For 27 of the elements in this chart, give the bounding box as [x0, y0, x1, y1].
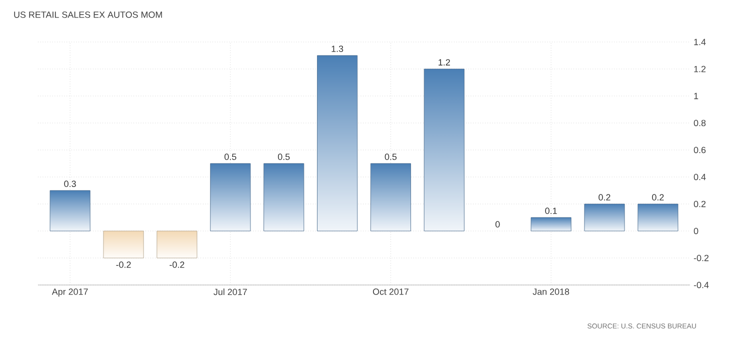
- x-tick-label: Apr 2017: [52, 288, 88, 297]
- y-tick-label: 1.4: [694, 38, 706, 46]
- data-label: 1.2: [438, 59, 450, 66]
- x-tick-label: Jul 2017: [214, 288, 247, 296]
- data-label: -0.2: [116, 262, 131, 268]
- x-tick-label: Oct 2017: [372, 288, 408, 295]
- y-tick-label: 0.8: [694, 120, 706, 126]
- data-label: 0.3: [64, 180, 76, 187]
- chart-title: US RETAIL SALES EX AUTOS MOM: [14, 12, 162, 18]
- y-tick-label: 0.6: [694, 146, 706, 154]
- y-tick-label: 0.4: [694, 174, 706, 180]
- y-tick-label: 0.2: [694, 200, 706, 208]
- data-label: -0.2: [170, 262, 184, 268]
- y-tick-label: 1: [694, 92, 698, 100]
- x-tick-label: Jan 2018: [532, 288, 570, 295]
- y-tick-label: -0.4: [694, 282, 709, 288]
- y-tick-label: -0.2: [694, 254, 709, 262]
- data-label: 0.5: [224, 154, 236, 160]
- y-tick-label: 0: [694, 228, 698, 234]
- data-label: 0.1: [545, 208, 557, 214]
- data-label: 0.5: [278, 154, 290, 160]
- data-label: 0.2: [652, 194, 664, 200]
- data-label: 0.5: [384, 154, 397, 160]
- data-label: 0: [495, 221, 500, 228]
- y-tick-label: 1.2: [694, 66, 706, 72]
- data-label: 0.2: [598, 194, 610, 200]
- data-label: 1.3: [332, 46, 344, 52]
